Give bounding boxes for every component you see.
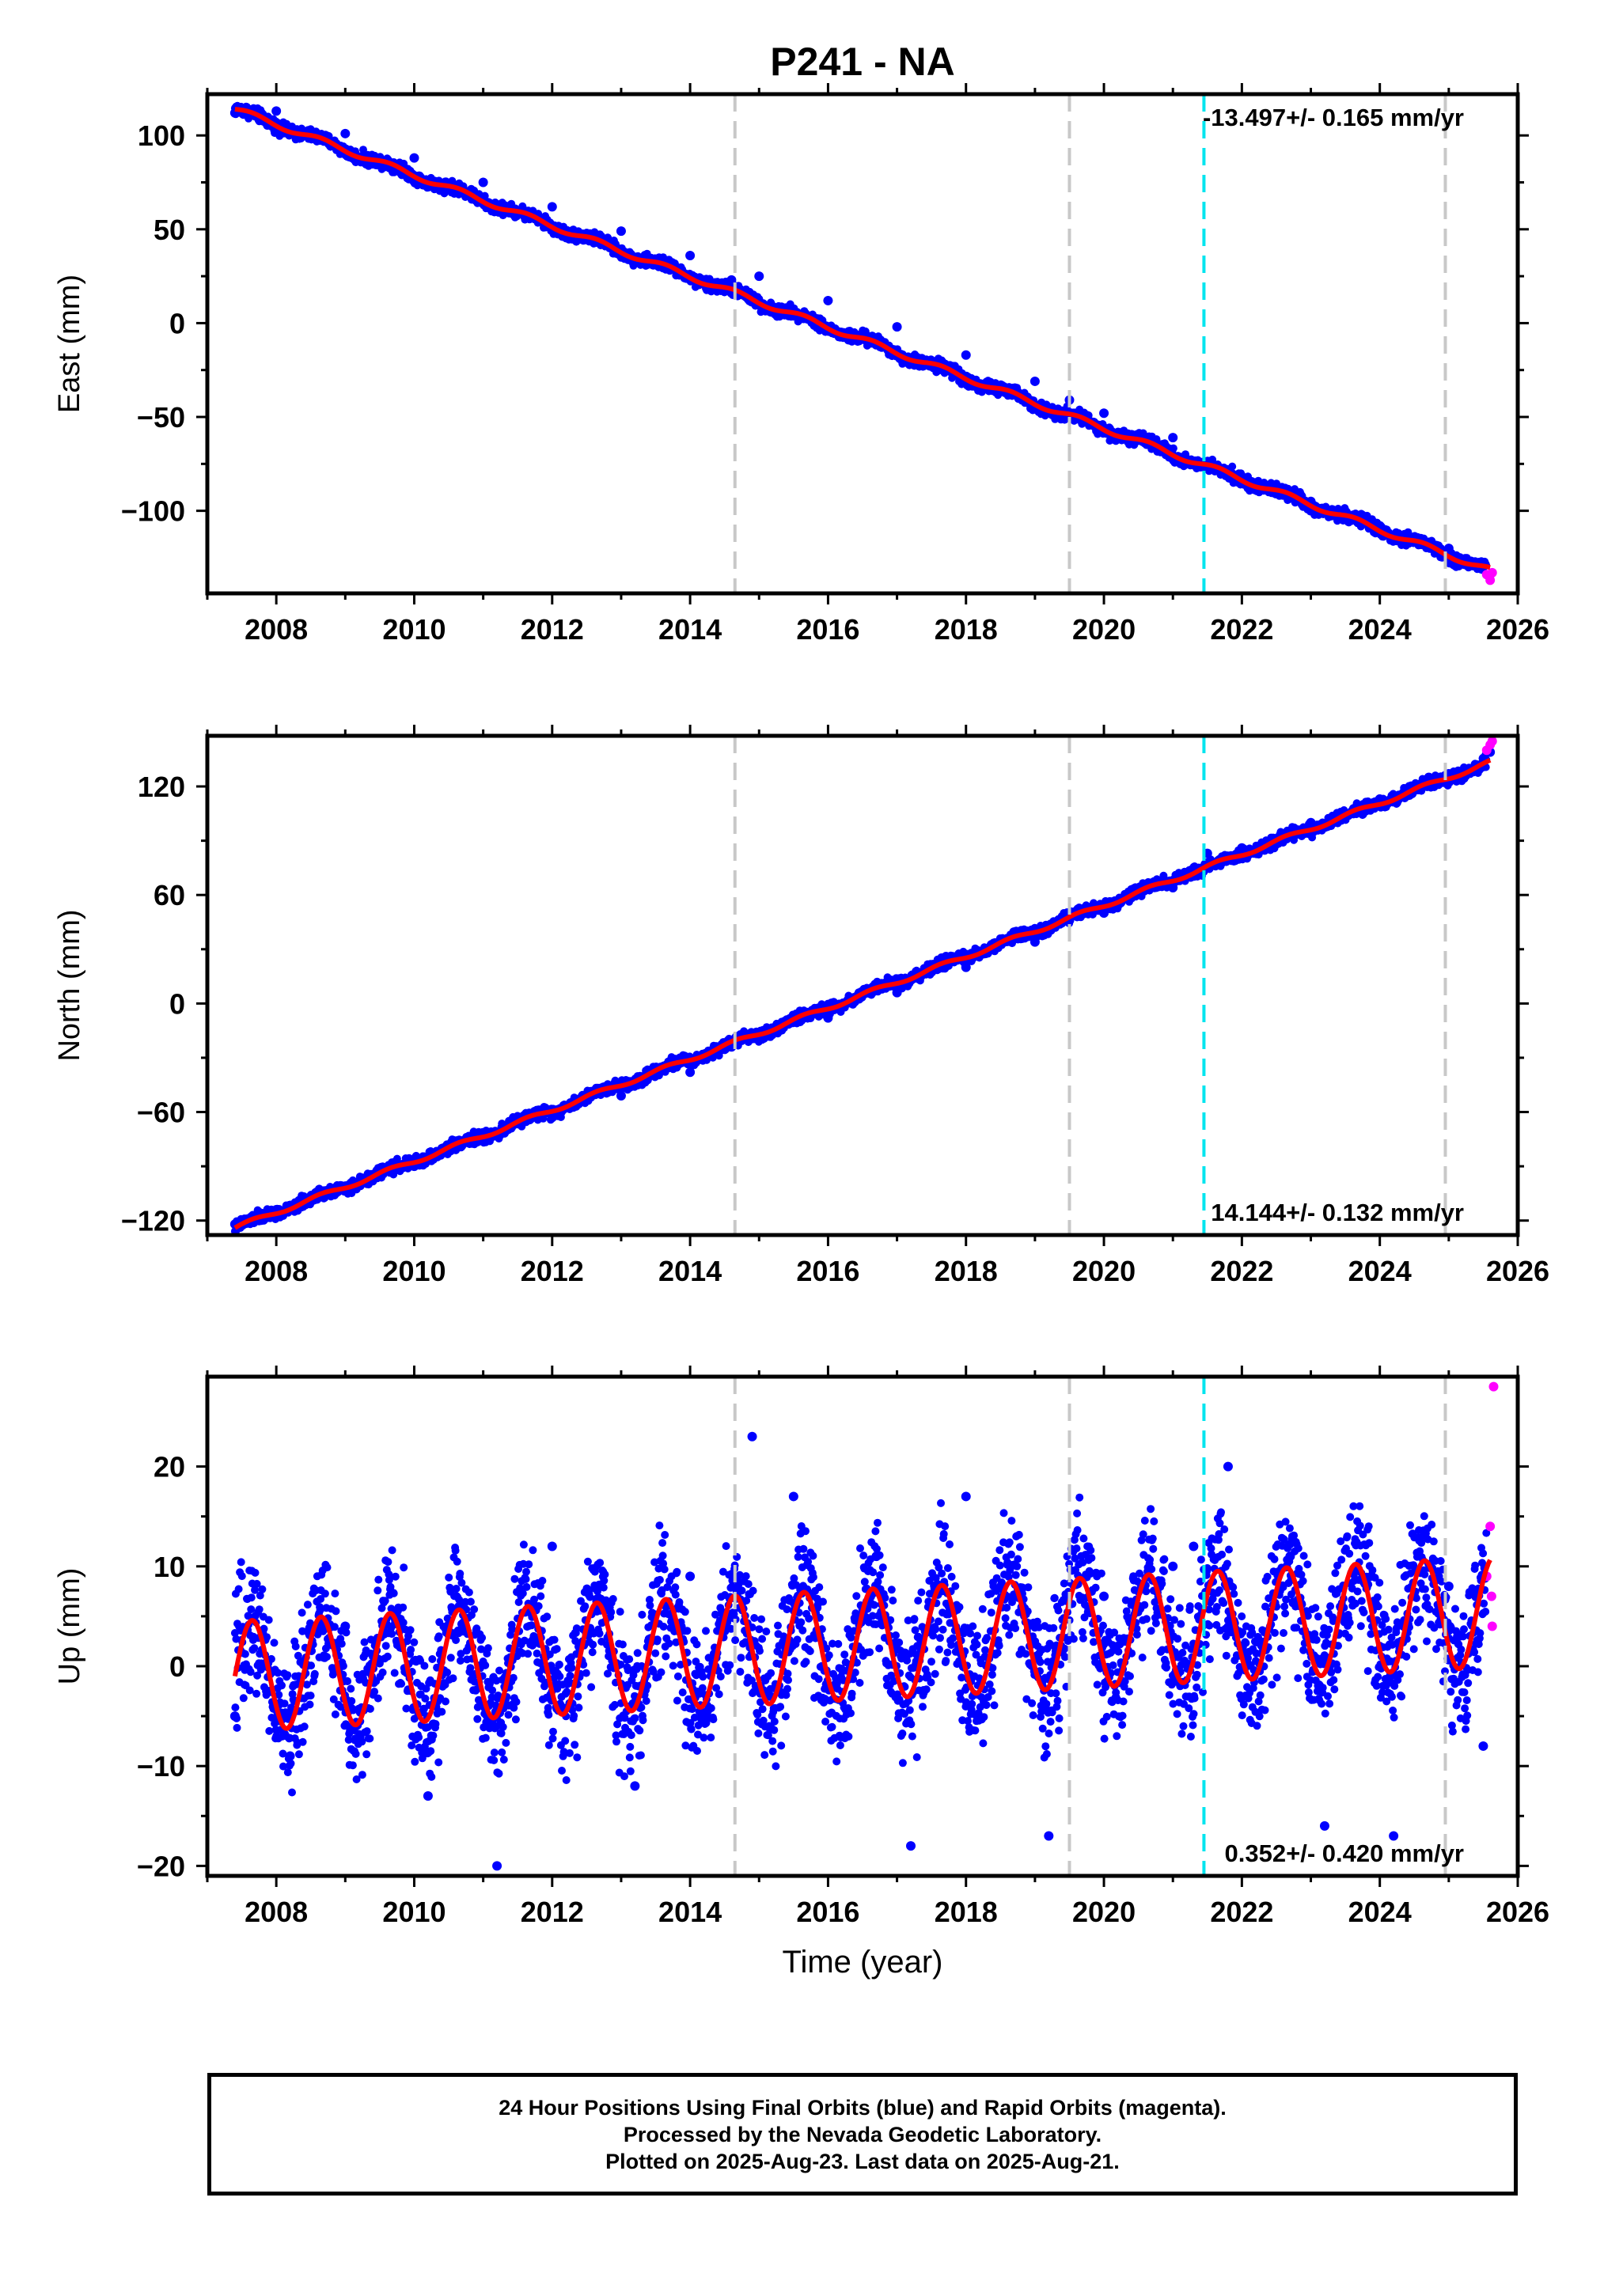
y-tick-label: 50 xyxy=(154,214,185,246)
y-tick-label: 100 xyxy=(138,119,185,152)
panels-group: 2008 2010 2012 2014 2016 2018 2020 2022 2024 2026… xyxy=(53,83,1549,1980)
final-orbit-point xyxy=(547,202,557,212)
final-orbit-point xyxy=(1099,408,1109,419)
x-tick-label: 2024 xyxy=(1348,613,1412,646)
x-tick-label: 2012 xyxy=(521,613,584,646)
final-orbit-point xyxy=(1169,444,1177,453)
final-orbit-point xyxy=(823,295,833,305)
final-orbit-point xyxy=(359,146,367,154)
x-tick-label: 2026 xyxy=(1486,613,1549,646)
panel-plot-area xyxy=(229,101,1497,585)
x-tick-label: 2016 xyxy=(796,613,859,646)
velocity-label: -13.497+/- 0.165 mm/yr xyxy=(1203,104,1464,131)
y-tick-label: −50 xyxy=(137,401,185,434)
final-orbit-point xyxy=(409,153,419,163)
x-tick-label: 2014 xyxy=(658,613,722,646)
x-tick-label: 2018 xyxy=(935,613,998,646)
figure-title: P241 - NA xyxy=(770,40,954,84)
final-orbit-point xyxy=(1228,462,1237,471)
final-orbit-point xyxy=(340,128,351,138)
x-tick-label: 2020 xyxy=(1072,613,1136,646)
panel-plot-area xyxy=(229,736,1497,1235)
final-orbit-point xyxy=(478,177,488,188)
final-orbit-point xyxy=(480,191,489,200)
y-tick-label: −100 xyxy=(121,495,185,528)
final-orbit-point xyxy=(1168,433,1178,443)
panel-north: 2008 2010 2012 2014 2016 2018 2020 2022 2024 2026… xyxy=(53,725,1549,1287)
final-orbit-point xyxy=(1030,376,1040,386)
x-tick-label: 2010 xyxy=(382,613,446,646)
x-tick-label: 2022 xyxy=(1210,613,1273,646)
panel-east: 2008 2010 2012 2014 2016 2018 2020 2022 2024 2026… xyxy=(53,83,1549,646)
final-orbit-point xyxy=(271,106,282,116)
y-axis-label: East (mm) xyxy=(53,275,86,413)
final-orbit-point xyxy=(892,322,902,332)
x-tick-label: 2008 xyxy=(245,613,308,646)
final-orbit-point xyxy=(685,251,696,261)
y-tick-label: 0 xyxy=(169,307,185,339)
final-orbit-point xyxy=(616,226,626,237)
final-orbit-point xyxy=(961,350,971,360)
final-orbit-point xyxy=(754,271,764,282)
